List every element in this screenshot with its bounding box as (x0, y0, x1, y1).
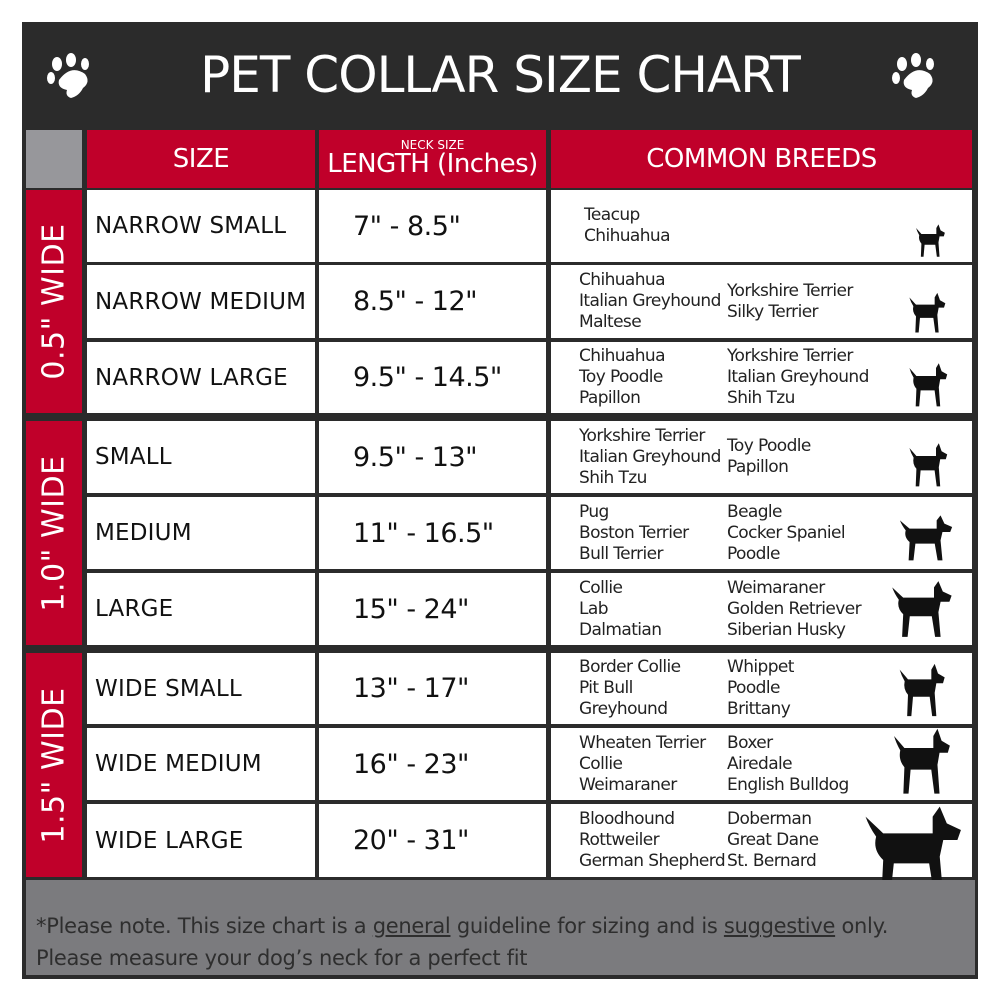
size-label: NARROW MEDIUM (95, 288, 307, 315)
table-row-breeds: Pug Boston Terrier Bull Terrier Beagle Co… (551, 497, 972, 569)
table-row-breeds: Bloodhound Rottweiler German Shepherd Dob… (551, 804, 972, 877)
table-row-length: 15" - 24" (319, 573, 546, 645)
breed-list: Border Collie Pit Bull Greyhound (579, 657, 681, 719)
size-label: WIDE MEDIUM (95, 751, 262, 777)
table-row-length: 20" - 31" (319, 804, 546, 877)
table-row-breeds: Border Collie Pit Bull Greyhound Whippet … (551, 653, 972, 724)
paw-icon (47, 53, 89, 98)
breed-list: Collie Lab Dalmatian (579, 577, 662, 640)
page-title: PET COLLAR SIZE CHART (200, 46, 801, 104)
length-value: 7" - 8.5" (353, 210, 461, 242)
breed-list: Pug Boston Terrier Bull Terrier (579, 501, 689, 564)
table-row-size: MEDIUM (87, 497, 315, 569)
length-value: 15" - 24" (353, 593, 469, 625)
header-length: NECK SIZE LENGTH (Inches) (319, 130, 546, 188)
length-value: 9.5" - 13" (353, 441, 478, 473)
breed-list: Bloodhound Rottweiler German Shepherd (579, 809, 726, 871)
table-row-length: 11" - 16.5" (319, 497, 546, 569)
table-row-size: WIDE SMALL (87, 653, 315, 724)
length-value: 13" - 17" (353, 673, 469, 704)
header-breeds: COMMON BREEDS (551, 130, 972, 188)
footer-text: guideline for sizing and is (456, 914, 718, 938)
table-row-size: NARROW LARGE (87, 342, 315, 413)
table-row-breeds: Teacup Chihuahua (551, 190, 972, 262)
footer-emphasis: suggestive (723, 914, 836, 938)
table-row-size: WIDE LARGE (87, 804, 315, 877)
table-row-size: NARROW SMALL (87, 190, 315, 262)
breed-list: Chihuahua Italian Greyhound Maltese (579, 270, 721, 332)
breed-list: Yorkshire Terrier Italian Greyhound Shih… (579, 425, 721, 488)
breed-list: Beagle Cocker Spaniel Poodle (727, 501, 846, 564)
length-value: 8.5" - 12" (353, 286, 478, 317)
table-row-length: 9.5" - 13" (319, 421, 546, 493)
table-row-length: 13" - 17" (319, 653, 546, 724)
size-label: WIDE SMALL (95, 675, 242, 702)
paw-icon (892, 53, 934, 98)
breed-list: Weimaraner Golden Retriever Siberian Hus… (727, 577, 862, 640)
header-corner (26, 130, 82, 188)
table-row-size: LARGE (87, 573, 315, 645)
group-label: 1.5" WIDE (26, 653, 82, 877)
size-label: WIDE LARGE (95, 827, 244, 854)
size-label: MEDIUM (95, 520, 192, 546)
size-label: SMALL (95, 444, 172, 470)
header-length-small: NECK SIZE (400, 138, 465, 152)
footer-text: only. (841, 914, 889, 938)
table-row-size: SMALL (87, 421, 315, 493)
length-value: 11" - 16.5" (353, 517, 494, 549)
header-size-label: SIZE (172, 144, 230, 174)
breed-list: Teacup Chihuahua (584, 205, 671, 246)
dog-silhouette-icon (909, 292, 946, 333)
footer-line-1: *Please note. This size chart is a gener… (36, 910, 975, 942)
table-row-size: WIDE MEDIUM (87, 728, 315, 800)
footer-line-2: Please measure your dog’s neck for a per… (36, 946, 528, 970)
dog-silhouette-icon (916, 224, 945, 257)
footer-emphasis: general (372, 914, 451, 938)
title-bar: PET COLLAR SIZE CHART (22, 22, 978, 128)
length-value: 20" - 31" (353, 825, 469, 856)
breed-list: Whippet Poodle Brittany (727, 657, 794, 719)
dog-silhouette-icon (894, 728, 950, 794)
breed-list: Yorkshire Terrier Italian Greyhound Shih… (727, 346, 869, 408)
header-breeds-label: COMMON BREEDS (646, 144, 877, 174)
table-row-size: NARROW MEDIUM (87, 265, 315, 338)
size-label: NARROW LARGE (95, 364, 288, 391)
length-value: 9.5" - 14.5" (353, 362, 502, 393)
table-row-length: 16" - 23" (319, 728, 546, 800)
size-label: LARGE (95, 596, 174, 622)
header-length-label: LENGTH (Inches) (327, 149, 538, 179)
footer-note: *Please note. This size chart is a gener… (26, 880, 975, 975)
breed-list: Boxer Airedale English Bulldog (727, 732, 849, 795)
dog-silhouette-icon (909, 443, 948, 487)
group-label-text: 0.5" WIDE (36, 223, 72, 380)
breed-list: Yorkshire Terrier Silky Terrier (727, 280, 853, 322)
breed-list: Wheaten Terrier Collie Weimaraner (579, 732, 706, 795)
table-row-length: 7" - 8.5" (319, 190, 546, 262)
breed-list: Doberman Great Dane St. Bernard (727, 809, 819, 871)
group-label: 1.0" WIDE (26, 421, 82, 645)
dog-silhouette-icon (865, 806, 961, 897)
dog-silhouette-icon (892, 581, 952, 637)
length-value: 16" - 23" (353, 748, 469, 780)
footer-text: *Please note. This size chart is a (36, 914, 367, 938)
group-label-text: 1.0" WIDE (36, 454, 72, 612)
table-row-length: 8.5" - 12" (319, 265, 546, 338)
size-label: NARROW SMALL (95, 213, 287, 239)
table-row-breeds: Yorkshire Terrier Italian Greyhound Shih… (551, 421, 972, 493)
table-row-breeds: Wheaten Terrier Collie Weimaraner Boxer A… (551, 728, 972, 800)
header-size: SIZE (87, 130, 315, 188)
breed-list: Toy Poodle Papillon (727, 436, 811, 477)
breed-list: Chihuahua Toy Poodle Papillon (579, 346, 666, 408)
table-row-breeds: Chihuahua Toy Poodle Papillon Yorkshire T… (551, 342, 972, 413)
group-label: 0.5" WIDE (26, 190, 82, 413)
table-row-length: 9.5" - 14.5" (319, 342, 546, 413)
dog-silhouette-icon (899, 515, 953, 561)
dog-silhouette-icon (899, 663, 945, 717)
table-row-breeds: Chihuahua Italian Greyhound Maltese Yorks… (551, 265, 972, 338)
dog-silhouette-icon (909, 363, 948, 407)
group-label-text: 1.5" WIDE (36, 686, 72, 844)
